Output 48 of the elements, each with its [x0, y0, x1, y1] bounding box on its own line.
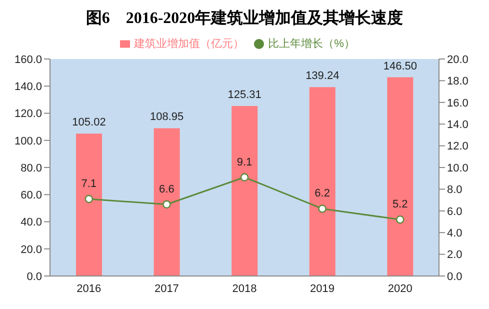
point — [396, 215, 404, 224]
point — [162, 200, 171, 208]
y2-tick-label: 10.0 — [447, 162, 468, 174]
data-label: 6.6 — [159, 183, 174, 196]
y2-tick-label: 4.0 — [447, 228, 462, 240]
x-tick-label: 2020 — [388, 282, 412, 295]
bar — [232, 106, 258, 276]
data-label: 139.24 — [306, 70, 340, 82]
y2-tick-label: 14.0 — [447, 119, 468, 132]
data-label: 7.1 — [81, 178, 97, 190]
y-tick-label: 160.0 — [14, 54, 42, 66]
y-tick-label: 100.0 — [14, 135, 42, 148]
y2-tick-label: 8.0 — [447, 184, 462, 196]
y2-tick-label: 0.0 — [447, 270, 462, 283]
data-label: 5.2 — [392, 198, 408, 211]
y2-tick-label: 12.0 — [447, 140, 468, 153]
bar — [154, 128, 180, 276]
x-tick-label: 2019 — [310, 282, 335, 295]
data-label: 105.02 — [72, 116, 106, 129]
x-tick-label: 2018 — [232, 282, 257, 295]
data-label: 125.31 — [228, 89, 262, 102]
data-label: 6.2 — [314, 188, 330, 200]
chart-title: 图6 2016-2020年建筑业增加值及其增长速度 — [84, 8, 404, 29]
y2-tick-label: 20.0 — [447, 54, 468, 66]
y2-tick-label: 2.0 — [447, 249, 462, 262]
y2-tick-label: 18.0 — [447, 76, 468, 88]
y-tick-label: 60.0 — [20, 190, 42, 202]
y2-tick-label: 6.0 — [447, 206, 462, 218]
y-tick-label: 0.0 — [26, 270, 42, 283]
point — [240, 173, 249, 182]
y2-tick-label: 16.0 — [447, 97, 468, 110]
y-tick-label: 40.0 — [20, 216, 42, 229]
x-tick-label: 2016 — [76, 282, 102, 295]
y-tick-label: 20.0 — [20, 244, 42, 256]
bar — [76, 134, 102, 276]
bar — [309, 87, 336, 276]
y-tick-label: 120.0 — [14, 108, 42, 120]
x-tick-label: 2017 — [154, 282, 179, 295]
y-tick-label: 80.0 — [20, 162, 42, 174]
data-label: 108.95 — [150, 111, 184, 124]
data-label: 146.50 — [383, 60, 418, 72]
point — [318, 204, 326, 213]
data-label: 9.1 — [236, 156, 252, 168]
legend-label: 比上年增长（%） — [268, 38, 355, 50]
legend-label: 建筑业增加值（亿元） — [134, 38, 244, 50]
y-tick-label: 140.0 — [14, 81, 42, 94]
point — [84, 194, 93, 204]
bar — [387, 77, 414, 276]
